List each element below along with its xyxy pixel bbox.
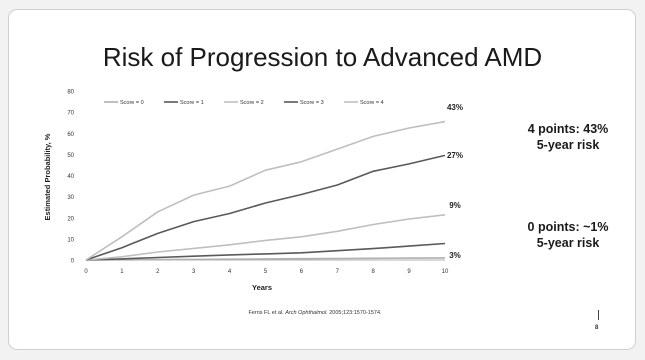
series-line-score-0 [85,257,446,261]
callout-low-line2: 5-year risk [536,236,600,250]
callout-high-line2: 5-year risk [536,138,600,152]
annotation-3: 3% [449,251,461,260]
x-tick-label: 1 [120,269,124,275]
callout-low-risk: 0 points: ~1% 5-year risk [508,219,628,251]
x-tick-label: 6 [300,269,304,275]
x-tick-label: 7 [336,269,340,275]
citation: Ferris FL et al. Arch Ophthalmol. 2005;1… [200,310,430,316]
series-line-score-4 [85,120,446,261]
x-tick-label: 3 [192,269,196,275]
citation-authors: Ferris FL et al. [248,310,286,316]
y-tick-label: 80 [67,90,74,96]
legend-label: Score = 2 [240,100,264,106]
x-tick-label: 8 [372,269,376,275]
y-tick-label: 70 [67,111,74,117]
y-tick-labels: 0 10 20 30 40 50 60 70 80 [67,90,74,265]
y-tick-label: 30 [67,195,74,201]
x-tick-label: 9 [407,269,411,275]
annotation-43: 43% [447,103,463,112]
y-axis-label: Estimated Probability, % [43,133,52,220]
y-tick-label: 0 [71,259,75,265]
y-tick-label: 20 [67,216,74,222]
legend-label: Score = 1 [180,100,204,106]
page-number: 8 [595,325,599,331]
chart-legend: Score = 0 Score = 1 Score = 2 Score = 3 Scor… [104,100,384,106]
x-tick-labels: 0 1 2 3 4 5 6 7 8 9 10 [84,269,449,275]
series-line-score-2 [85,214,446,261]
slide-frame [8,9,636,350]
x-tick-label: 0 [84,269,88,275]
citation-journal: Arch Ophthalmol. [285,310,328,316]
annotation-9: 9% [449,201,461,210]
x-tick-label: 5 [264,269,268,275]
legend-label: Score = 3 [300,100,324,106]
x-tick-label: 4 [228,269,232,275]
callout-high-line1: 4 points: 43% [527,122,609,136]
series-lines [85,120,446,261]
annotation-27: 27% [447,151,463,160]
citation-details: 2005;123:1570-1574. [327,310,382,316]
text-cursor-mark [598,310,599,320]
y-tick-label: 10 [67,237,74,243]
y-tick-label: 50 [67,153,74,159]
slide-title: Risk of Progression to Advanced AMD [102,42,543,72]
series-line-score-3 [85,154,446,261]
x-axis-label: Years [252,283,272,292]
y-tick-label: 40 [67,174,74,180]
callout-high-risk: 4 points: 43% 5-year risk [508,121,628,153]
callout-low-line1: 0 points: ~1% [527,220,609,234]
legend-label: Score = 0 [120,100,144,106]
x-tick-label: 2 [156,269,160,275]
x-tick-label: 10 [442,269,449,275]
y-tick-label: 60 [67,132,74,138]
series-line-score-1 [85,242,446,261]
legend-label: Score = 4 [360,100,384,106]
